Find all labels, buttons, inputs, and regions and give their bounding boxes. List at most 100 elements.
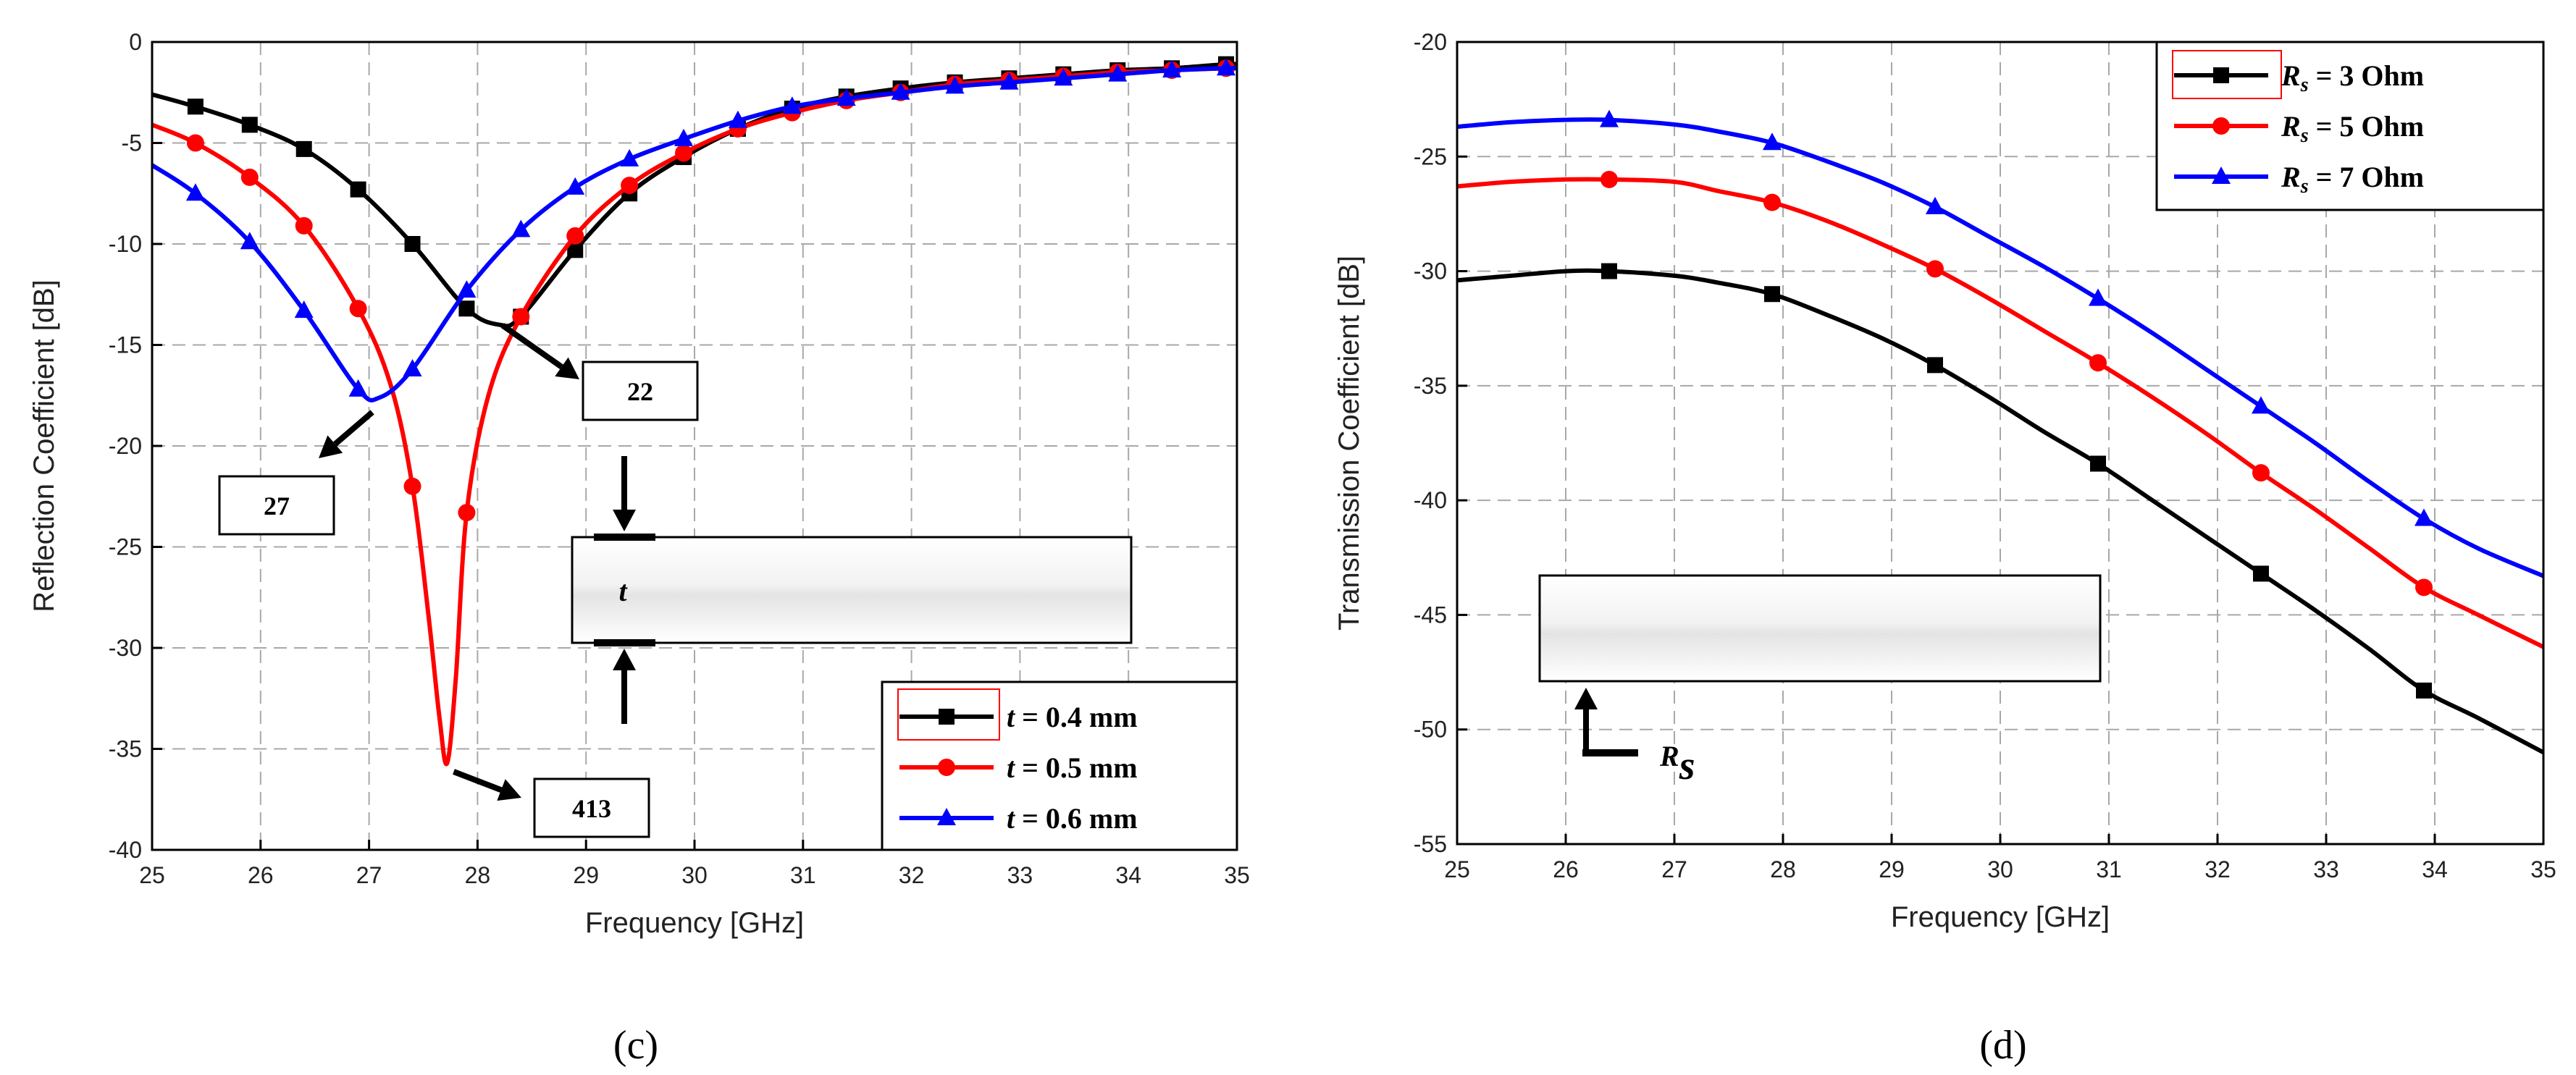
series-2-point-4 <box>349 300 367 318</box>
legend-marker-2 <box>938 759 955 776</box>
x-tick-label-34: 34 <box>2422 856 2448 882</box>
series-1-point-2 <box>1764 286 1780 303</box>
series-1-point-1 <box>187 98 204 115</box>
legend-marker-3 <box>937 808 956 825</box>
series-1-point-6 <box>458 300 475 317</box>
series-3-point-10 <box>674 128 694 146</box>
series-3-point-17 <box>1054 68 1073 86</box>
y-tick-label--40: -40 <box>1414 487 1447 513</box>
thickness-arrow-down-head <box>613 510 636 531</box>
thickness-symbol: t <box>618 575 628 607</box>
x-tick-label-31: 31 <box>2096 856 2122 882</box>
y-tick-label--30: -30 <box>1414 258 1447 284</box>
annotation-arrow-2-head <box>319 435 343 458</box>
series-2-point-3 <box>295 216 313 235</box>
series-3-point-4 <box>348 379 368 397</box>
legend-highlight-d <box>2172 50 2282 99</box>
x-axis-title: Frequency [GHz] <box>1891 901 2110 933</box>
series-2-point-10 <box>675 144 693 162</box>
legend-marker-1 <box>939 709 955 725</box>
legend-c: t = 0.4 mm t = 0.5 mm t = 0.6 mm <box>881 680 1238 851</box>
x-tick-label-28: 28 <box>465 862 491 888</box>
sheet-rect <box>1538 574 2102 683</box>
x-tick-label-35: 35 <box>1224 862 1250 888</box>
annotation-arrow-2-shaft <box>333 410 374 447</box>
annotation-label-2: 27 <box>264 492 290 520</box>
annotation-box-3 <box>533 777 650 838</box>
y-tick-label--40: -40 <box>109 837 142 863</box>
series-2-point-1 <box>1600 170 1618 188</box>
x-tick-label-28: 28 <box>1770 856 1796 882</box>
y-tick-label-0: 0 <box>129 29 142 55</box>
series-3-point-1 <box>185 183 205 201</box>
series-2-point-6 <box>2415 578 2433 596</box>
series-2-point-3 <box>1926 260 1944 278</box>
series-2-point-9 <box>621 177 639 195</box>
series-3-point-18 <box>1108 64 1128 82</box>
y-tick-label--50: -50 <box>1414 717 1447 743</box>
legend-label-2: t = 0.5 mm <box>1007 751 1138 784</box>
series-2-point-7 <box>512 308 530 326</box>
series-2-point-6 <box>458 504 476 522</box>
series-1-point-6 <box>2416 682 2432 699</box>
annotation-box-1 <box>582 361 699 421</box>
series-2-point-2 <box>1763 193 1781 211</box>
legend-label-1: Rs = 3 Ohm <box>2281 59 2424 96</box>
y-tick-label--35: -35 <box>109 736 142 762</box>
x-tick-label-32: 32 <box>2204 856 2231 882</box>
series-2-point-5 <box>403 477 421 495</box>
series-3-point-5 <box>403 358 422 376</box>
legend-marker-2 <box>2212 117 2230 135</box>
y-tick-label--15: -15 <box>109 332 142 358</box>
series-3-point-9 <box>620 148 639 166</box>
x-tick-label-31: 31 <box>790 862 816 888</box>
series-3 <box>1456 109 2545 578</box>
reflection-chart: 25 26 27 28 29 30 31 32 33 34 35 0 -5 -10 -15 -20 -25 -30… <box>28 29 1250 939</box>
legend-entry-2: t = 0.5 mm <box>899 751 1138 784</box>
resistance-inset: Rs <box>1538 574 2102 788</box>
series-3-point-13 <box>836 88 856 106</box>
series-line-3 <box>1456 117 2545 578</box>
series-1-point-3 <box>295 140 312 157</box>
legend-entry-2: Rs = 5 Ohm <box>2174 110 2424 147</box>
series-1-point-1 <box>1601 263 1617 279</box>
series-1-point-8 <box>567 242 584 258</box>
legend-marker-1 <box>2213 67 2229 83</box>
annotation-box-2 <box>218 475 335 536</box>
series-3-point-3 <box>294 300 314 319</box>
series-3-point-14 <box>891 82 910 100</box>
x-tick-label-33: 33 <box>1007 862 1033 888</box>
x-tick-label-33: 33 <box>2313 856 2339 882</box>
series-2-point-8 <box>566 227 584 245</box>
series-2-point-5 <box>2252 464 2270 482</box>
legend-d: Rs = 3 Ohm Rs = 5 Ohm Rs = 7 Ohm <box>2155 41 2545 211</box>
series-3-point-2 <box>240 232 259 250</box>
caption-right: (d) <box>1979 1023 2026 1068</box>
legend-label-3: t = 0.6 mm <box>1007 802 1138 835</box>
series-1-point-3 <box>1927 357 1943 374</box>
series-2-point-1 <box>186 134 204 152</box>
series-line-1 <box>1456 268 2545 755</box>
slab-rect <box>571 536 1133 644</box>
series-1 <box>1456 263 2545 755</box>
y-tick-label--45: -45 <box>1414 602 1447 628</box>
resistance-arrow-head <box>1574 688 1598 709</box>
y-tick-label--55: -55 <box>1414 831 1447 857</box>
x-tick-label-35: 35 <box>2530 856 2556 882</box>
legend-entry-3: t = 0.6 mm <box>899 802 1138 835</box>
series-1-point-5 <box>404 236 421 252</box>
legend-label-2: Rs = 5 Ohm <box>2281 110 2424 147</box>
y-tick-label--30: -30 <box>109 635 142 661</box>
series-3-point-1 <box>1600 109 1619 127</box>
series-3-point-3 <box>1926 196 1944 214</box>
series-3-point-15 <box>945 76 965 94</box>
thickness-inset: t <box>571 456 1133 724</box>
series-3-point-5 <box>2252 396 2270 414</box>
series-3-point-4 <box>2089 288 2107 306</box>
resistance-symbol: Rs <box>1659 740 1695 788</box>
series-1-point-5 <box>2253 565 2269 582</box>
annotation-arrow-3-shaft <box>453 769 503 793</box>
y-tick-label--35: -35 <box>1414 373 1447 399</box>
x-tick-label-34: 34 <box>1115 862 1141 888</box>
legend-label-1: t = 0.4 mm <box>1007 701 1138 733</box>
